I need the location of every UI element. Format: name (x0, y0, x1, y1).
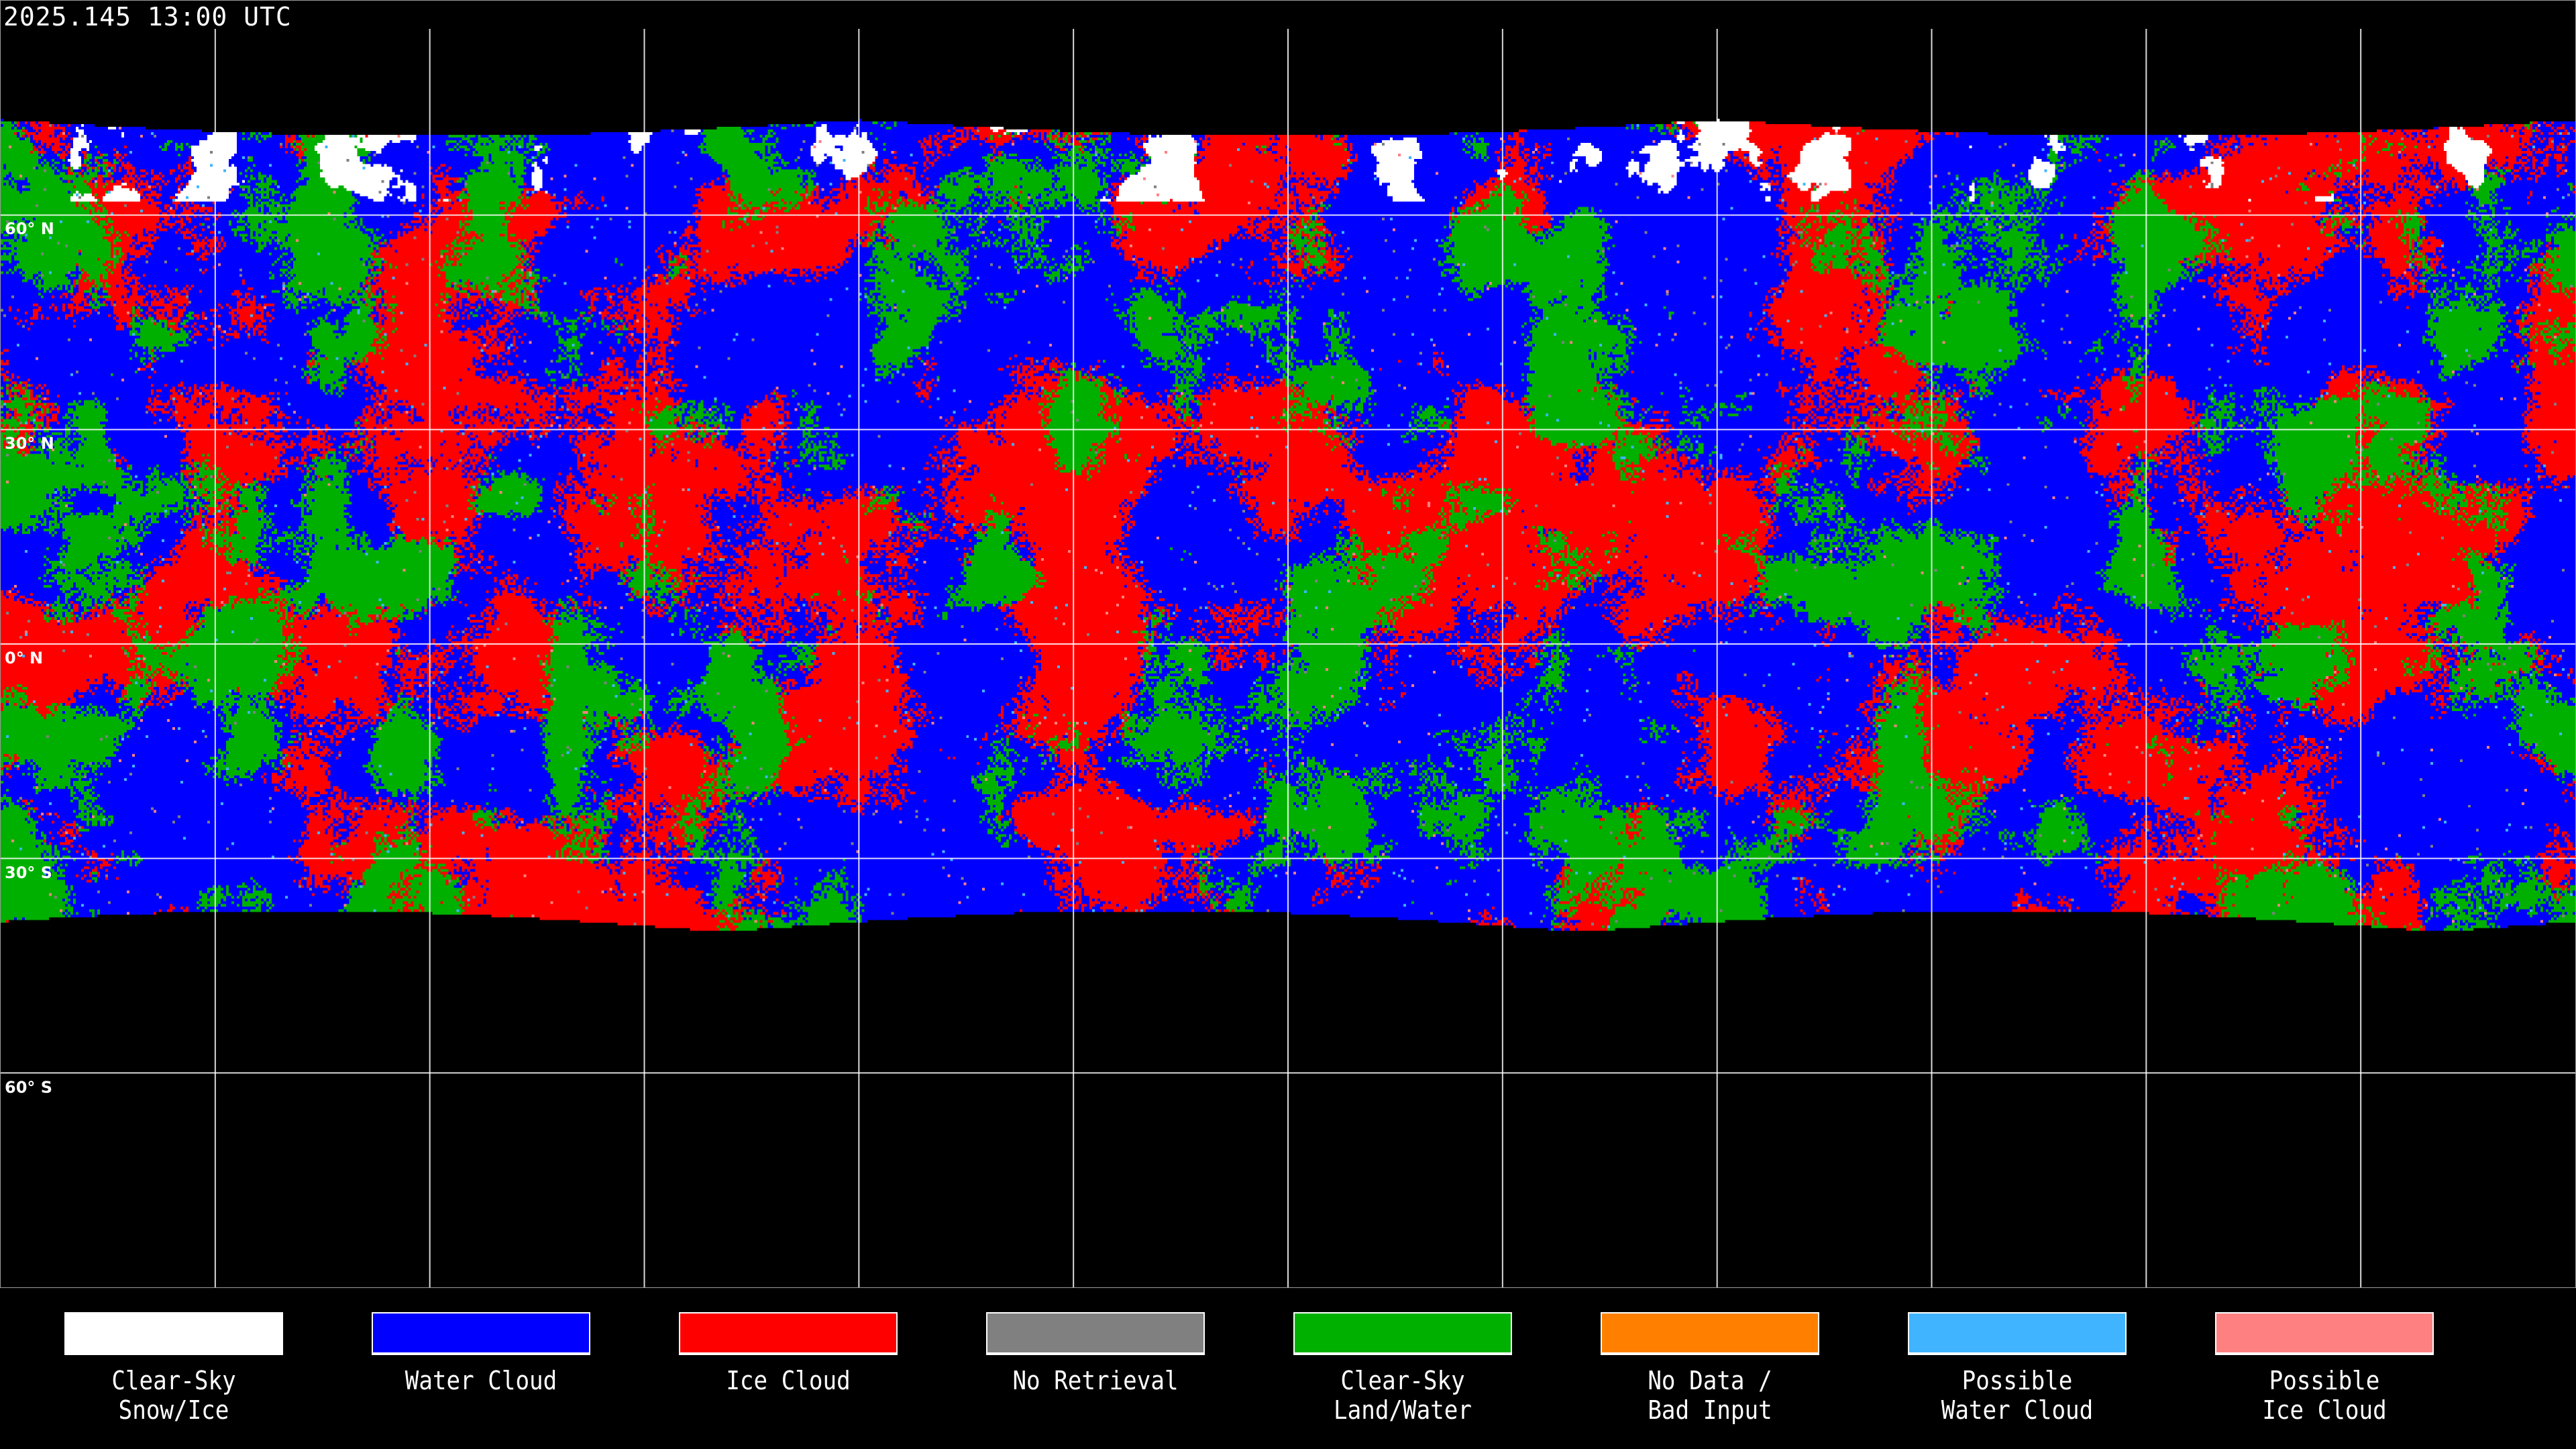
legend-item: Clear-Sky Snow/Ice (64, 1312, 283, 1425)
legend-swatch (372, 1312, 590, 1355)
legend-swatch (64, 1312, 283, 1355)
legend-swatch (1293, 1312, 1512, 1355)
legend-item: Possible Water Cloud (1908, 1312, 2127, 1425)
lat-label-60s: 60° S (5, 1078, 53, 1097)
lat-label-30s: 30° S (5, 863, 53, 882)
legend-label: No Retrieval (1012, 1366, 1179, 1395)
legend-swatch (1908, 1312, 2127, 1355)
legend-item: Ice Cloud (679, 1312, 898, 1395)
legend-item: Water Cloud (372, 1312, 590, 1395)
legend-swatch (1601, 1312, 1819, 1355)
legend-label: Possible Ice Cloud (2262, 1366, 2387, 1425)
lat-label-60n: 60° N (5, 219, 54, 238)
lat-label-equator: 0° N (5, 649, 44, 667)
graticule (1, 29, 2575, 1287)
legend-item: No Data / Bad Input (1601, 1312, 1819, 1425)
cloud-phase-map: 60° N 30° N 0° N 30° S 60° S 2025.145 13… (0, 0, 2576, 1288)
legend-label: Possible Water Cloud (1941, 1366, 2094, 1425)
legend-label: Clear-Sky Land/Water (1334, 1366, 1472, 1425)
legend-label: No Data / Bad Input (1648, 1366, 1772, 1425)
legend-item: Clear-Sky Land/Water (1293, 1312, 1512, 1425)
legend-swatch (2215, 1312, 2434, 1355)
timestamp-title: 2025.145 13:00 UTC (3, 2, 292, 32)
legend-label: Water Cloud (405, 1366, 557, 1395)
legend-label: Ice Cloud (726, 1366, 851, 1395)
legend-swatch (986, 1312, 1205, 1355)
legend-label: Clear-Sky Snow/Ice (111, 1366, 236, 1425)
legend-swatch (679, 1312, 898, 1355)
legend-item: Possible Ice Cloud (2215, 1312, 2434, 1425)
legend-item: No Retrieval (986, 1312, 1205, 1395)
lat-label-30n: 30° N (5, 434, 54, 453)
legend: Clear-Sky Snow/Ice Water Cloud Ice Cloud No… (0, 1288, 2576, 1449)
